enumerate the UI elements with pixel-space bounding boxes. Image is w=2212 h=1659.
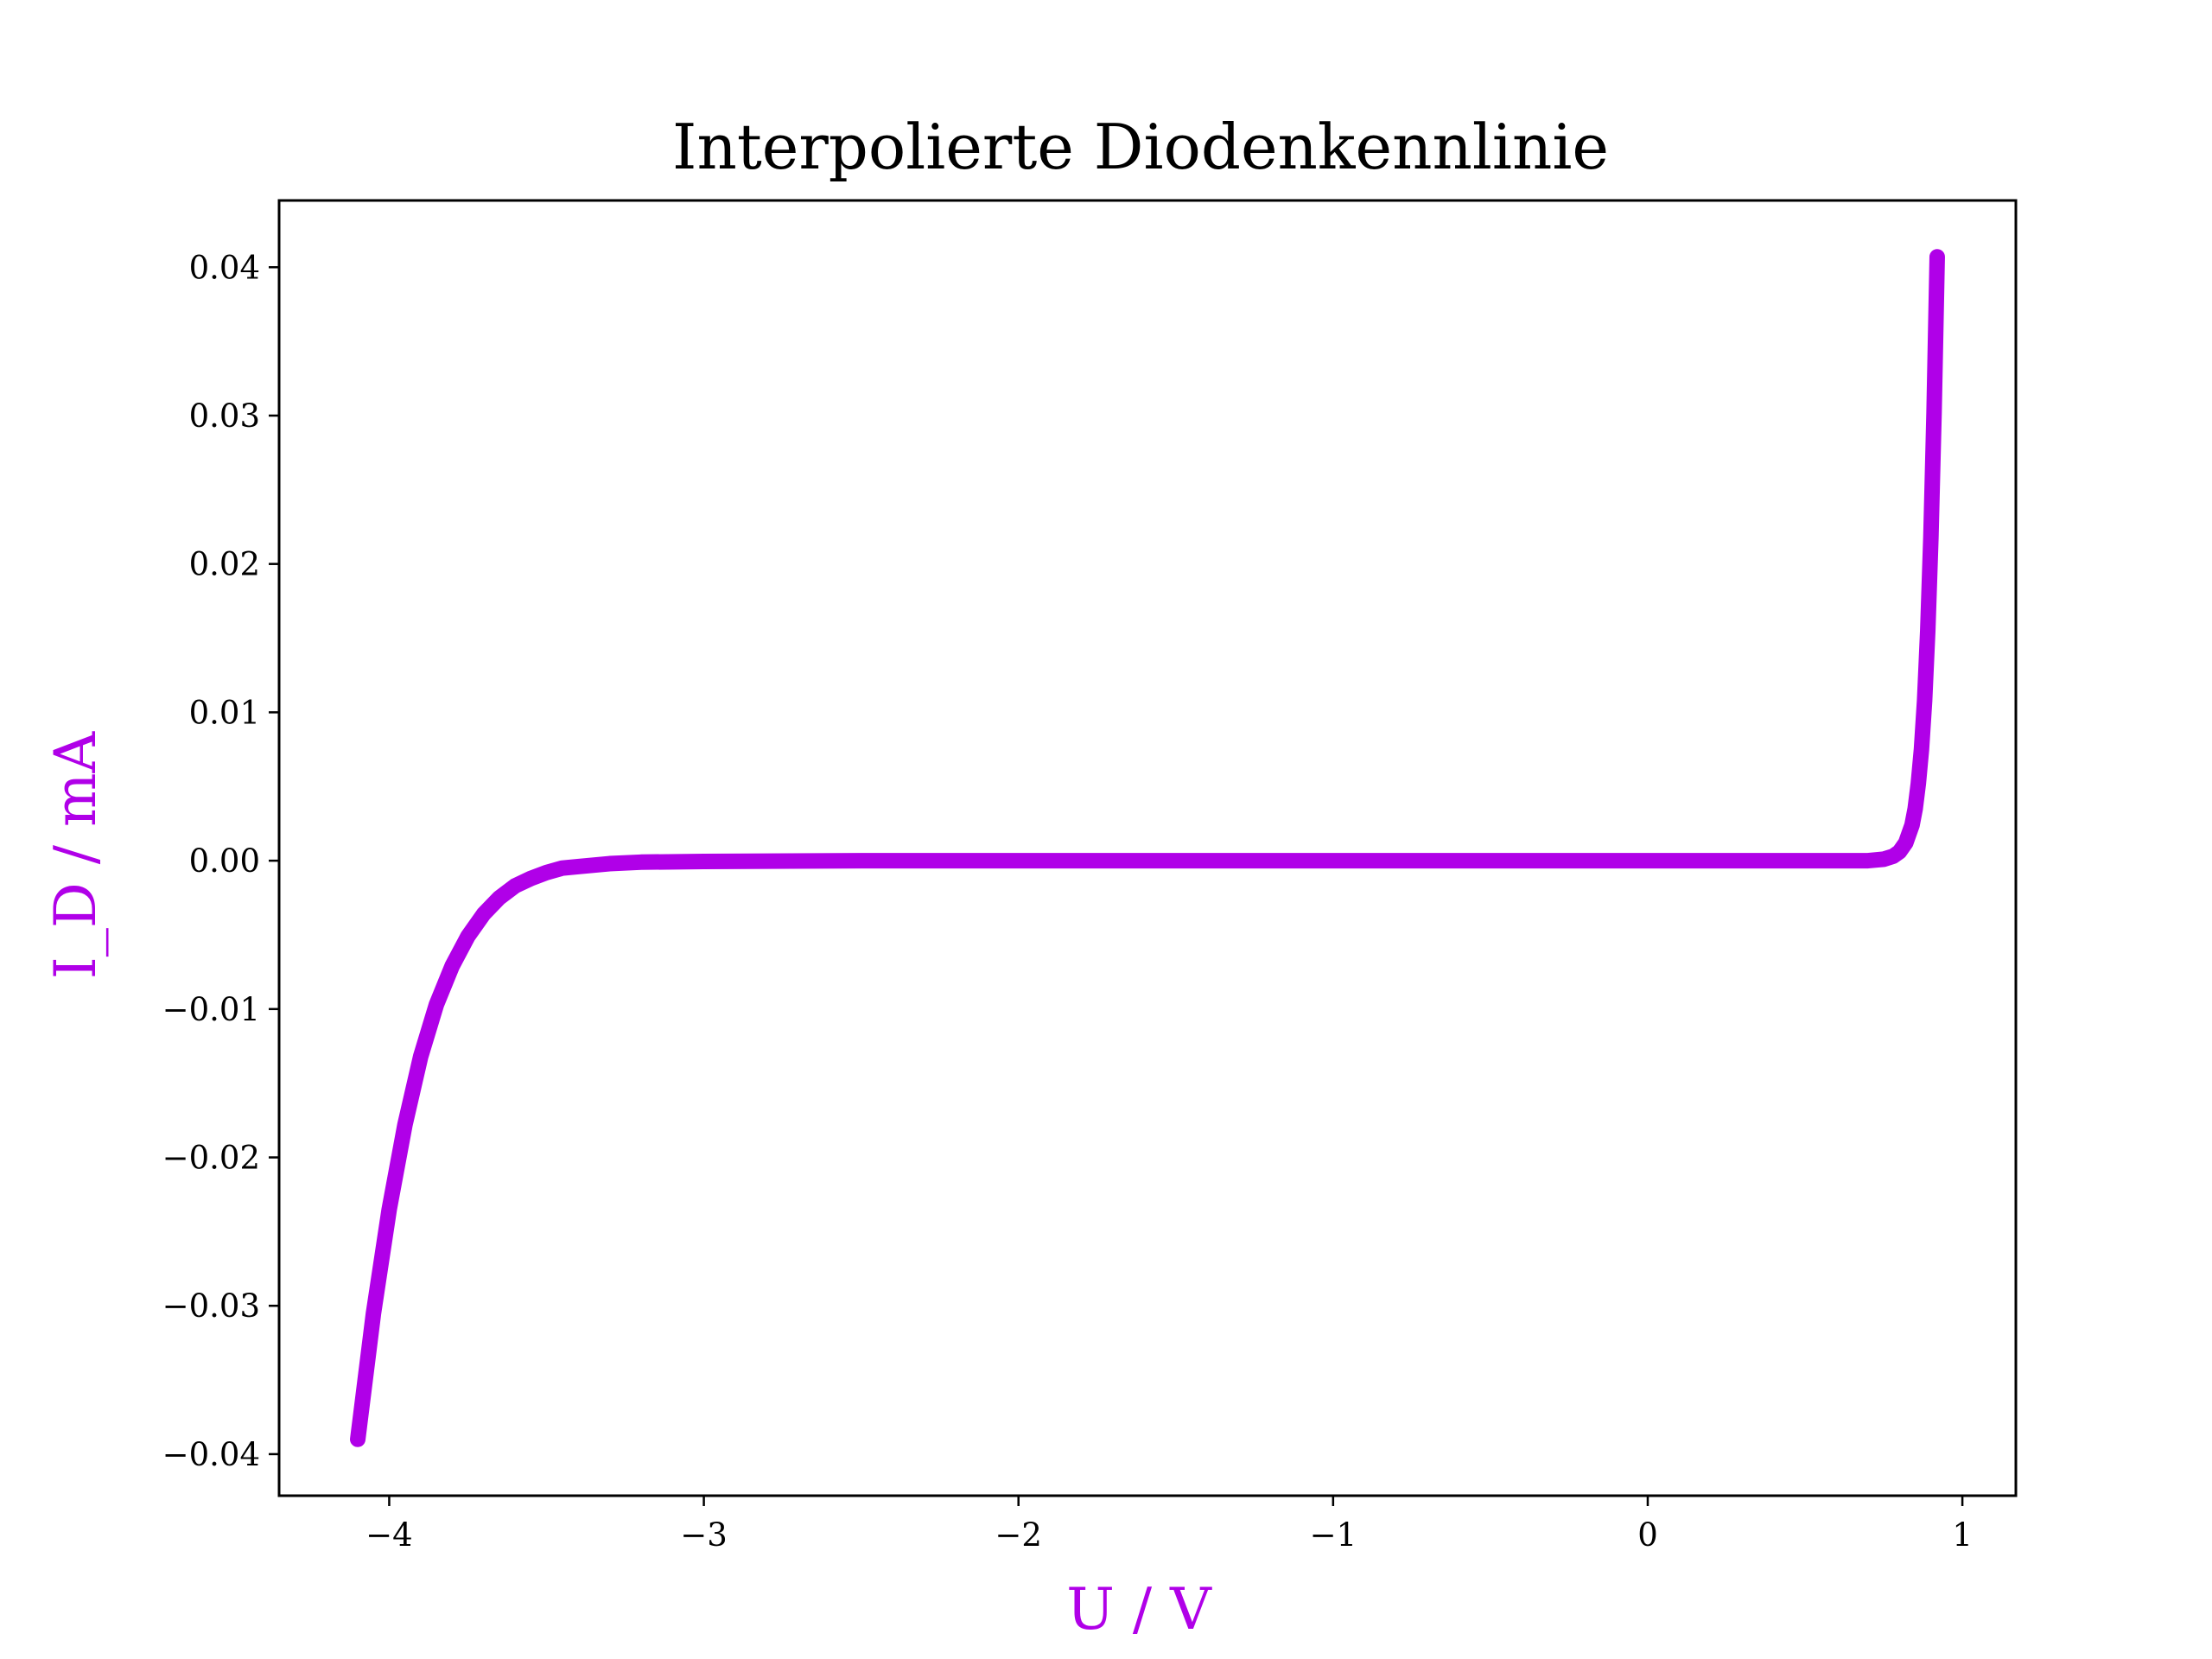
y-tick-label: 0.04 [189,249,260,286]
y-tick-label: 0.02 [189,546,260,583]
x-axis-label: U / V [1066,1576,1212,1643]
x-tick-label: 0 [1637,1516,1658,1554]
x-tick-label: 1 [1952,1516,1973,1554]
y-tick-label: −0.03 [162,1287,260,1325]
chart-title: Interpolierte Diodenkennlinie [672,111,1609,183]
x-tick-label: −4 [365,1516,413,1554]
x-tick-label: −3 [680,1516,728,1554]
x-tick-label: −2 [995,1516,1042,1554]
y-tick-label: 0.00 [189,842,260,880]
x-tick-label: −1 [1310,1516,1357,1554]
y-tick-label: −0.04 [162,1436,260,1473]
y-tick-label: 0.01 [189,694,260,731]
y-tick-label: −0.02 [162,1140,260,1177]
y-axis-ticks: −0.04 −0.03 −0.02 −0.01 0.00 0.01 0.02 0.03 0.04 [162,249,279,1473]
y-tick-label: −0.01 [162,991,260,1028]
series-line [350,249,1945,1447]
x-axis-ticks: −4 −3 −2 −1 0 1 [365,1496,1973,1554]
axes-frame [277,199,2018,1497]
plot-area [350,249,1945,1447]
y-axis-label: I_D / mA [42,730,109,979]
y-tick-label: 0.03 [189,397,260,435]
